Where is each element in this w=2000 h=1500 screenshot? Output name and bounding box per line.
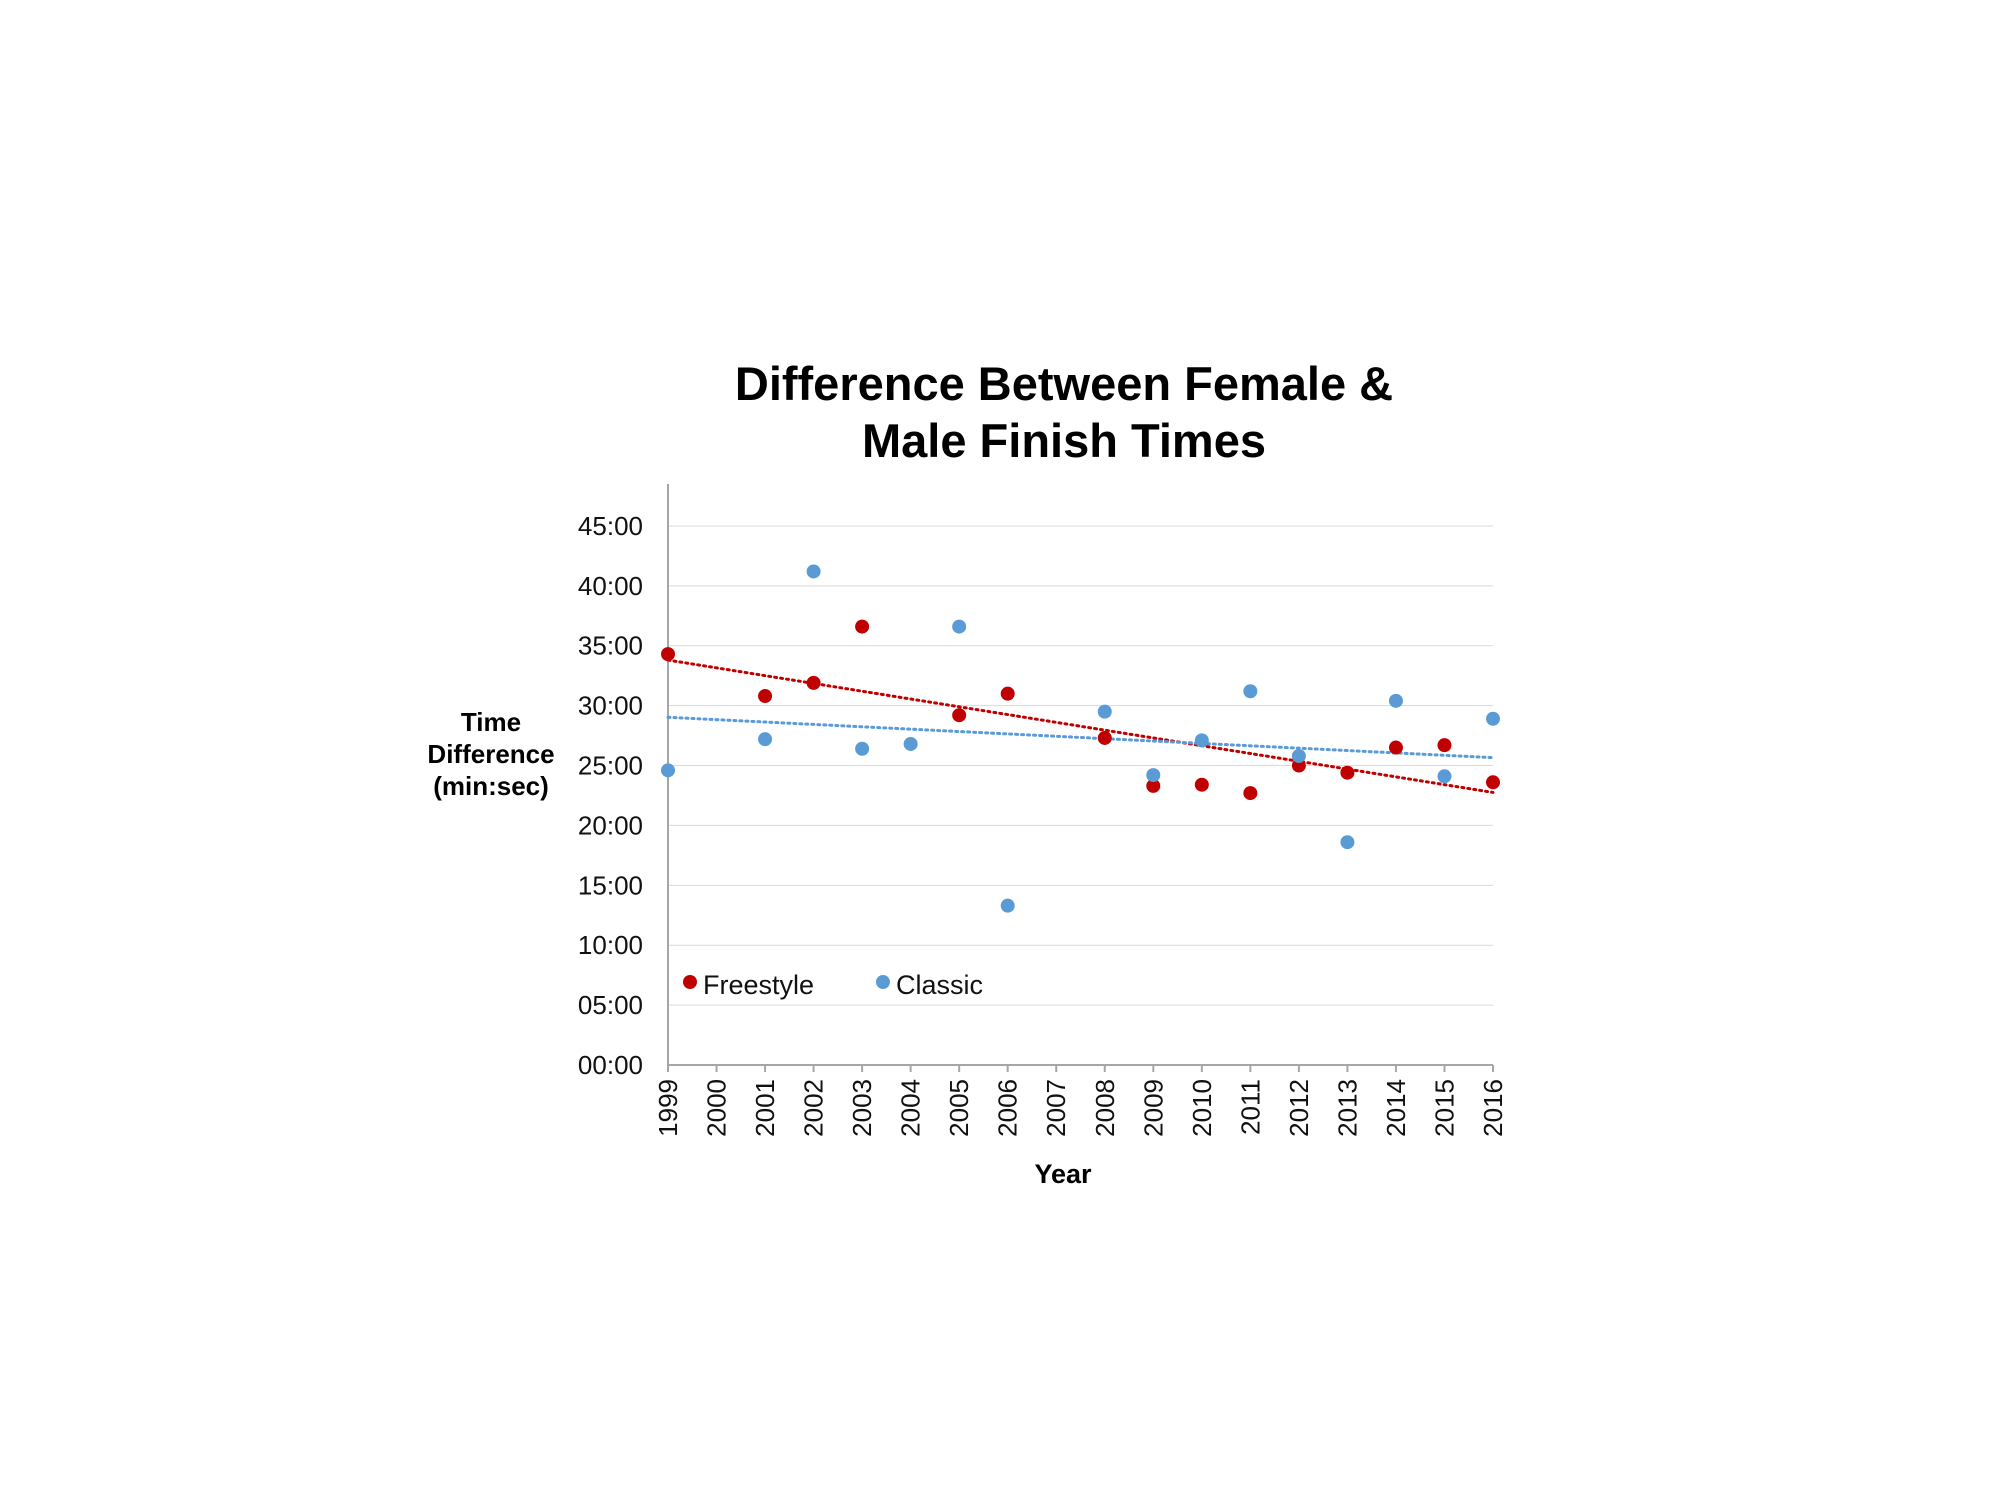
- point-freestyle: [806, 675, 821, 690]
- point-classic: [806, 564, 821, 579]
- point-freestyle: [1291, 758, 1306, 773]
- point-classic: [1097, 704, 1112, 719]
- chart-title-line: Difference Between Female &: [735, 357, 1393, 410]
- point-freestyle: [1486, 775, 1500, 790]
- point-classic: [952, 619, 967, 634]
- y-axis-label-line: Time: [461, 707, 521, 737]
- y-tick-label: 15:00: [578, 870, 643, 900]
- x-tick-label: 2007: [1041, 1079, 1071, 1137]
- x-tick-label: 2002: [799, 1079, 829, 1137]
- y-tick-label: 45:00: [578, 511, 643, 541]
- y-tick-label: 25:00: [578, 751, 643, 781]
- x-tick-label: 2010: [1187, 1079, 1217, 1137]
- point-classic: [1437, 769, 1452, 784]
- point-classic: [1340, 835, 1355, 850]
- x-axis-label: Year: [1034, 1159, 1092, 1189]
- x-tick-label: 2014: [1381, 1079, 1411, 1137]
- point-classic: [1000, 898, 1015, 913]
- y-tick-label: 05:00: [578, 990, 643, 1020]
- x-tick-label: 2011: [1235, 1079, 1265, 1135]
- point-classic: [1243, 684, 1258, 699]
- point-freestyle: [1437, 738, 1452, 753]
- x-tick-label: 2009: [1138, 1079, 1168, 1137]
- point-freestyle: [661, 647, 675, 662]
- x-tick-label: 2005: [944, 1079, 974, 1137]
- legend-marker-classic: [876, 975, 890, 989]
- x-tick-label: 2012: [1284, 1079, 1314, 1137]
- y-tick-label: 20:00: [578, 810, 643, 840]
- point-freestyle: [1000, 686, 1015, 701]
- y-axis-label-line: (min:sec): [433, 771, 549, 801]
- point-classic: [661, 763, 675, 778]
- point-classic: [1291, 748, 1306, 763]
- x-tick-label: 2004: [896, 1079, 926, 1137]
- point-freestyle: [855, 619, 870, 634]
- point-freestyle: [1097, 730, 1112, 745]
- x-tick-label: 2000: [702, 1079, 732, 1137]
- point-freestyle: [758, 689, 773, 704]
- x-tick-label: 2016: [1478, 1079, 1508, 1137]
- x-tick-label: 2013: [1332, 1079, 1362, 1137]
- x-tick-labels: 1999 2000 2001 2002 2003 2004 2005 2006 2007 2008…: [653, 1079, 1508, 1137]
- y-tick-label: 30:00: [578, 691, 643, 721]
- legend-marker-freestyle: [683, 975, 697, 989]
- y-axis-label-line: Difference: [427, 739, 554, 769]
- point-classic: [1194, 733, 1209, 748]
- y-tick-label: 10:00: [578, 930, 643, 960]
- x-axis-label-text: Year: [1034, 1159, 1092, 1189]
- point-classic: [1486, 711, 1500, 726]
- chart-title: Difference Between Female &Male Finish T…: [735, 357, 1393, 467]
- trendline-freestyle: [666, 658, 1495, 794]
- point-freestyle: [952, 708, 967, 723]
- x-tick-label: 2015: [1429, 1079, 1459, 1137]
- x-tick-label: 2008: [1090, 1079, 1120, 1137]
- trendlines: [666, 658, 1495, 794]
- point-freestyle: [1388, 740, 1403, 755]
- point-freestyle: [1340, 765, 1355, 780]
- x-tick-label: 1999: [653, 1079, 683, 1137]
- point-classic: [758, 732, 773, 747]
- point-freestyle: [1146, 778, 1161, 793]
- gridlines: [668, 525, 1493, 1006]
- y-tick-labels: 00:00 05:00 10:00 15:00 20:00 25:00 30:00 35:00…: [578, 511, 643, 1080]
- x-tick-label: 2001: [750, 1079, 780, 1137]
- chart-title-line: Male Finish Times: [862, 414, 1266, 467]
- point-classic: [1388, 693, 1403, 708]
- y-tick-label: 40:00: [578, 571, 643, 601]
- legend: Freestyle Classic: [683, 970, 983, 1000]
- point-freestyle: [1194, 777, 1209, 792]
- trendline-classic: [666, 715, 1495, 760]
- legend-label-freestyle: Freestyle: [703, 970, 814, 1000]
- point-freestyle: [1243, 786, 1258, 801]
- y-tick-label: 00:00: [578, 1050, 643, 1080]
- x-tick-label: 2006: [993, 1079, 1023, 1137]
- point-classic: [855, 741, 870, 756]
- x-tick-label: 2003: [847, 1079, 877, 1137]
- point-classic: [1146, 768, 1161, 783]
- data-points: [661, 564, 1500, 913]
- y-tick-label: 35:00: [578, 631, 643, 661]
- point-classic: [903, 736, 918, 751]
- legend-label-classic: Classic: [896, 970, 983, 1000]
